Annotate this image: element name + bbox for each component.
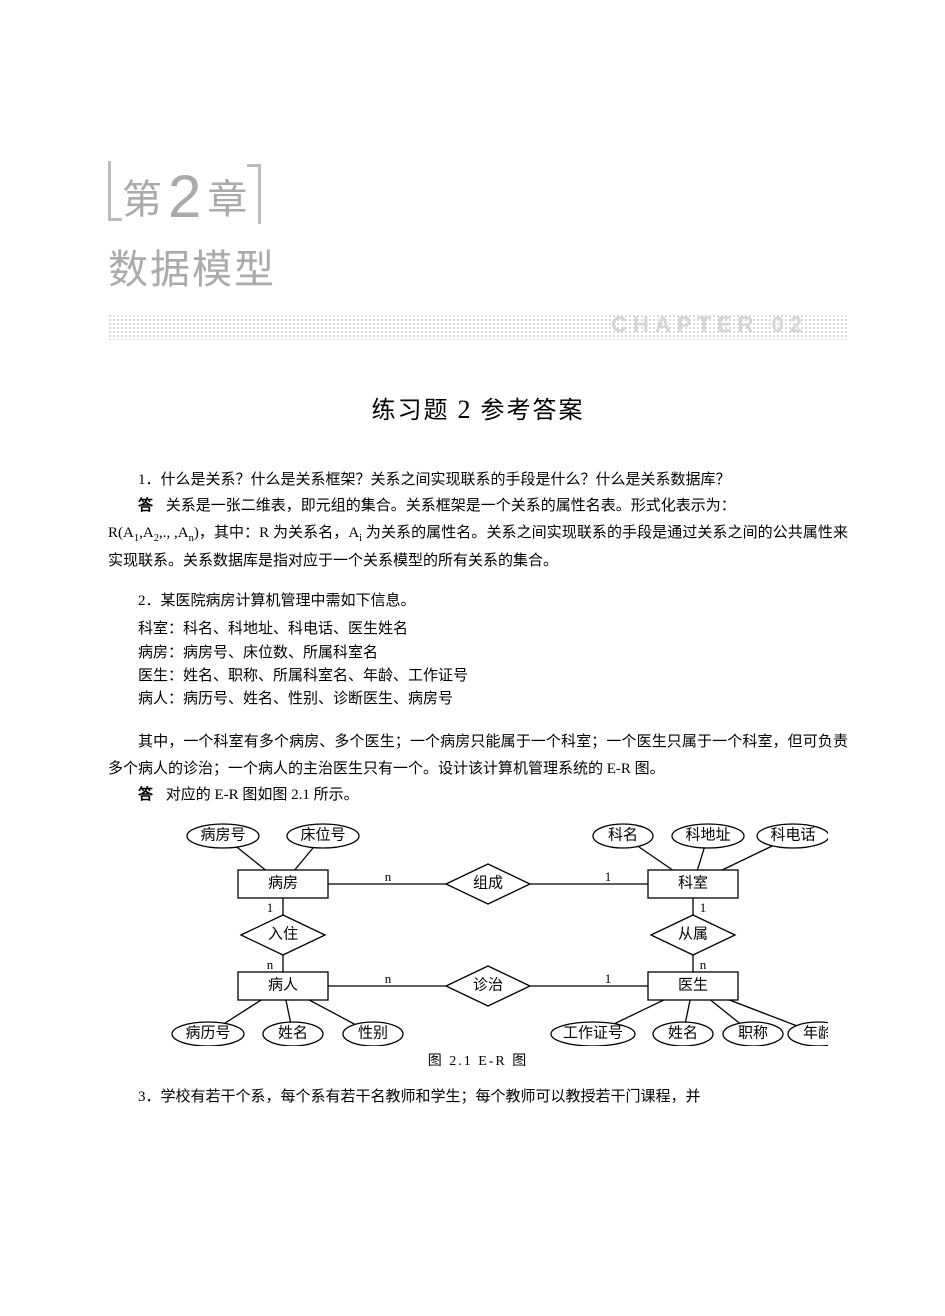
q1-mid1: ,A — [139, 525, 154, 541]
svg-text:年龄: 年龄 — [803, 1025, 828, 1042]
svg-text:诊治: 诊治 — [473, 977, 503, 994]
svg-text:病历号: 病历号 — [185, 1025, 230, 1042]
chapter-number: 2 — [168, 162, 201, 231]
svg-text:组成: 组成 — [473, 875, 503, 892]
svg-text:病房: 病房 — [268, 875, 298, 892]
section-title: 练习题 2 参考答案 — [108, 390, 848, 425]
svg-text:职称: 职称 — [738, 1025, 768, 1042]
q2-line-4: 病人：病历号、姓名、性别、诊断医生、病房号 — [138, 688, 848, 711]
q1-answer-p2: R(A1,A2,., ,An)，其中：R 为关系名，Ai 为关系的属性名。关系之… — [108, 520, 848, 575]
svg-text:科室: 科室 — [678, 875, 708, 892]
svg-text:1: 1 — [267, 900, 274, 915]
q2-paragraph: 其中，一个科室有多个病房、多个医生；一个病房只能属于一个科室；一个医生只属于一个… — [108, 729, 848, 782]
svg-text:病人: 病人 — [268, 977, 298, 994]
svg-text:n: n — [700, 957, 707, 972]
answer-label: 答 — [138, 787, 153, 803]
q2-info-lines: 科室：科名、科地址、科电话、医生姓名 病房：病房号、床位数、所属科室名 医生：姓… — [138, 618, 848, 711]
bracket-left — [108, 161, 122, 221]
svg-text:姓名: 姓名 — [278, 1025, 308, 1042]
chapter-header: 第 2 章 数据模型 — [108, 158, 276, 295]
q2-line-2: 病房：病房号、床位数、所属科室名 — [138, 642, 848, 665]
q1-p2-post: )，其中：R 为关系名，A — [194, 525, 359, 541]
q1-p2-pre: R(A — [108, 525, 134, 541]
q2-line-1: 科室：科名、科地址、科电话、医生姓名 — [138, 618, 848, 641]
answer-label: 答 — [138, 498, 153, 514]
svg-text:床位号: 床位号 — [300, 827, 345, 844]
svg-text:1: 1 — [700, 900, 707, 915]
svg-text:n: n — [385, 869, 392, 884]
q2-question: 2．某医院病房计算机管理中需如下信息。 — [108, 588, 848, 614]
svg-text:科名: 科名 — [608, 827, 638, 844]
svg-text:医生: 医生 — [678, 977, 708, 994]
q2-answer: 答 对应的 E-R 图如图 2.1 所示。 — [108, 782, 848, 808]
q2-line-3: 医生：姓名、职称、所属科室名、年龄、工作证号 — [138, 665, 848, 688]
section-title-num: 2 — [458, 395, 473, 424]
q2-answer-text: 对应的 E-R 图如图 2.1 所示。 — [166, 787, 359, 803]
svg-text:入住: 入住 — [268, 926, 298, 943]
svg-text:病房号: 病房号 — [200, 827, 245, 844]
svg-text:科电话: 科电话 — [770, 827, 815, 844]
q1-answer-text-1: 关系是一张二维表，即元组的集合。关系框架是一个关系的属性名表。形式化表示为： — [166, 498, 736, 514]
svg-text:1: 1 — [605, 869, 612, 884]
section-title-suffix: 参考答案 — [481, 398, 585, 424]
chapter-char-1: 第 — [122, 167, 162, 225]
svg-text:n: n — [385, 971, 392, 986]
chapter-char-2: 章 — [207, 167, 247, 225]
er-diagram: 病房号 床位号 科名 科地址 科电话病历号 姓名 性别 工作证号 姓名 职称 年龄 病房 科室病人 医生 组… — [128, 816, 828, 1046]
q1-question: 1．什么是关系？什么是关系框架？关系之间实现联系的手段是什么？什么是关系数据库？ — [108, 467, 848, 493]
dotted-divider: CHAPTER 02 — [108, 314, 848, 340]
svg-text:性别: 性别 — [358, 1025, 388, 1042]
svg-text:科地址: 科地址 — [685, 827, 730, 844]
chapter-number-bracket: 第 2 章 — [108, 158, 276, 227]
chapter-watermark: CHAPTER 02 — [611, 312, 808, 338]
q1-answer-p1: 答 关系是一张二维表，即元组的集合。关系框架是一个关系的属性名表。形式化表示为： — [108, 493, 848, 519]
figure-caption: 图 2.1 E-R 图 — [108, 1050, 848, 1070]
section-title-prefix: 练习题 — [372, 398, 450, 424]
main-content: 练习题 2 参考答案 1．什么是关系？什么是关系框架？关系之间实现联系的手段是什… — [108, 390, 848, 1110]
chapter-title: 数据模型 — [108, 237, 276, 295]
q3-text: 3．学校有若干个系，每个系有若干名教师和学生；每个教师可以教授若干门课程，并 — [108, 1084, 848, 1110]
svg-text:工作证号: 工作证号 — [563, 1025, 623, 1042]
svg-text:1: 1 — [605, 971, 612, 986]
q1-ell: ,., ,A — [159, 525, 189, 541]
bracket-right — [247, 164, 261, 224]
svg-text:姓名: 姓名 — [668, 1025, 698, 1042]
svg-text:从属: 从属 — [678, 927, 708, 943]
svg-text:n: n — [267, 957, 274, 972]
